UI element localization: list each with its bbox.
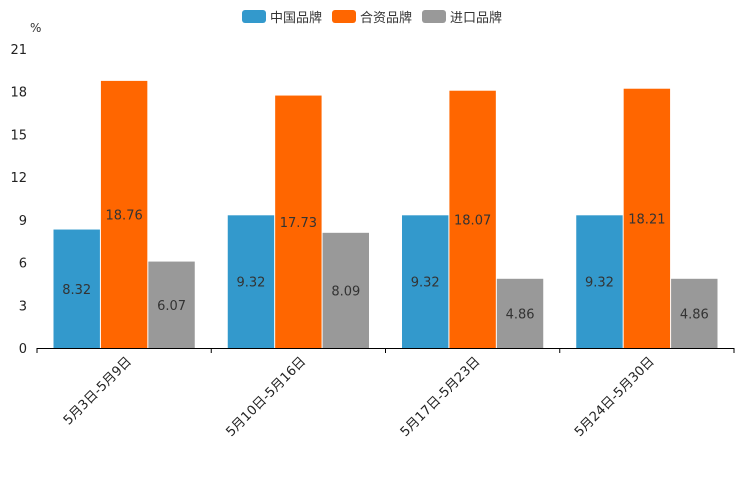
y-tick-label: 15 xyxy=(10,128,27,143)
bar xyxy=(576,215,623,348)
bar xyxy=(227,215,275,348)
y-tick-label: 12 xyxy=(10,171,27,186)
bar-value-label: 9.32 xyxy=(411,276,440,291)
legend-item-joint-venture-brand[interactable]: 合资品牌 xyxy=(331,7,412,26)
y-tick-label: 9 xyxy=(19,214,27,229)
y-tick-label: 6 xyxy=(19,257,27,272)
x-tick-label: 5月3日-5月9日 xyxy=(61,354,135,428)
bar xyxy=(623,88,671,348)
bar xyxy=(402,215,449,348)
bar xyxy=(53,229,100,348)
bar xyxy=(671,278,718,348)
legend-label-china-brand: 中国品牌 xyxy=(269,11,322,26)
bar xyxy=(100,80,148,348)
bar-value-label: 6.07 xyxy=(157,299,186,314)
y-tick-label: 21 xyxy=(10,43,27,58)
bar-value-label: 9.32 xyxy=(585,276,614,291)
legend-swatch-imported-brand xyxy=(422,10,446,23)
y-tick-label: 3 xyxy=(19,299,27,314)
y-tick-label: 18 xyxy=(10,86,27,101)
bar-value-label: 18.76 xyxy=(106,208,143,223)
x-tick-label: 5月10日-5月16日 xyxy=(223,354,309,440)
legend-label-joint-venture-brand: 合资品牌 xyxy=(359,11,412,26)
bar xyxy=(148,261,195,348)
legend: 中国品牌 合资品牌 进口品牌 xyxy=(0,7,744,26)
bar-value-label: 18.07 xyxy=(454,213,491,228)
bar xyxy=(322,232,369,348)
bar-value-label: 4.86 xyxy=(506,307,535,322)
bar xyxy=(275,95,322,349)
legend-label-imported-brand: 进口品牌 xyxy=(450,11,503,26)
bar xyxy=(449,90,496,348)
bar-value-label: 9.32 xyxy=(236,276,265,291)
bar-value-label: 4.86 xyxy=(680,307,709,322)
x-tick-label: 5月17日-5月23日 xyxy=(398,354,484,440)
bar-value-label: 18.21 xyxy=(628,212,665,227)
legend-item-china-brand[interactable]: 中国品牌 xyxy=(241,7,322,26)
y-axis-unit-label: % xyxy=(30,21,42,35)
bar-value-label: 17.73 xyxy=(280,216,317,231)
legend-item-imported-brand[interactable]: 进口品牌 xyxy=(422,7,502,26)
bar xyxy=(496,278,544,348)
x-tick-label: 5月24日-5月30日 xyxy=(572,354,658,440)
bar-value-label: 8.09 xyxy=(331,284,360,299)
legend-swatch-joint-venture-brand xyxy=(331,10,356,23)
bar-value-label: 8.32 xyxy=(62,283,91,298)
y-tick-label: 0 xyxy=(19,342,27,357)
legend-swatch-china-brand xyxy=(241,10,266,23)
